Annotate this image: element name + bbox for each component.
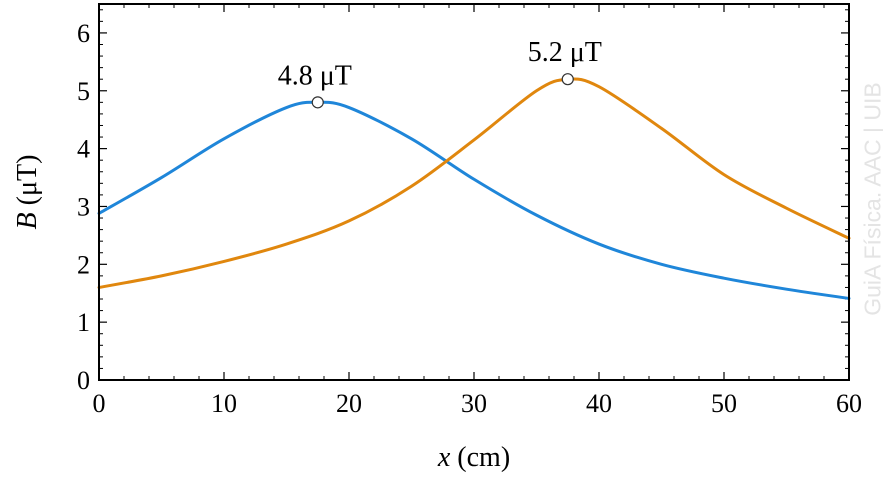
y-tick-label: 1 (77, 308, 90, 337)
series-line-1 (97, 100, 851, 300)
x-tick-label: 50 (711, 389, 737, 418)
x-tick-label: 20 (336, 389, 362, 418)
y-tick-label: 5 (77, 77, 90, 106)
y-tick-label: 6 (77, 19, 90, 48)
x-tick-label: 60 (836, 389, 862, 418)
peak-marker (561, 73, 574, 86)
y-tick-label: 3 (77, 192, 90, 221)
y-tick-labels: 0 1 2 3 4 5 6 (77, 19, 90, 395)
x-tick-label: 10 (211, 389, 237, 418)
x-tick-label: 30 (461, 389, 487, 418)
plot-frame (98, 3, 850, 381)
y-axis-title: B (μT) (12, 155, 43, 230)
peak-marker (311, 96, 324, 109)
x-tick-labels: 0 10 20 30 40 50 60 (93, 389, 863, 418)
x-axis-title: x (cm) (437, 442, 510, 473)
series-line-2 (97, 77, 851, 289)
major-ticks (98, 4, 850, 381)
y-tick-label: 2 (77, 250, 90, 279)
minor-ticks (99, 4, 849, 380)
peak-annotation: 4.8 μT (278, 60, 352, 91)
x-tick-label: 0 (93, 389, 106, 418)
y-tick-label: 4 (77, 135, 90, 164)
series-layer (97, 77, 851, 300)
markers-layer: 4.8 μT 5.2 μT (278, 37, 602, 109)
peak-annotation: 5.2 μT (528, 37, 602, 68)
y-tick-label: 0 (77, 366, 90, 395)
watermark-text: GuiA Física. AAC | UIB (859, 82, 883, 316)
x-tick-label: 40 (586, 389, 612, 418)
